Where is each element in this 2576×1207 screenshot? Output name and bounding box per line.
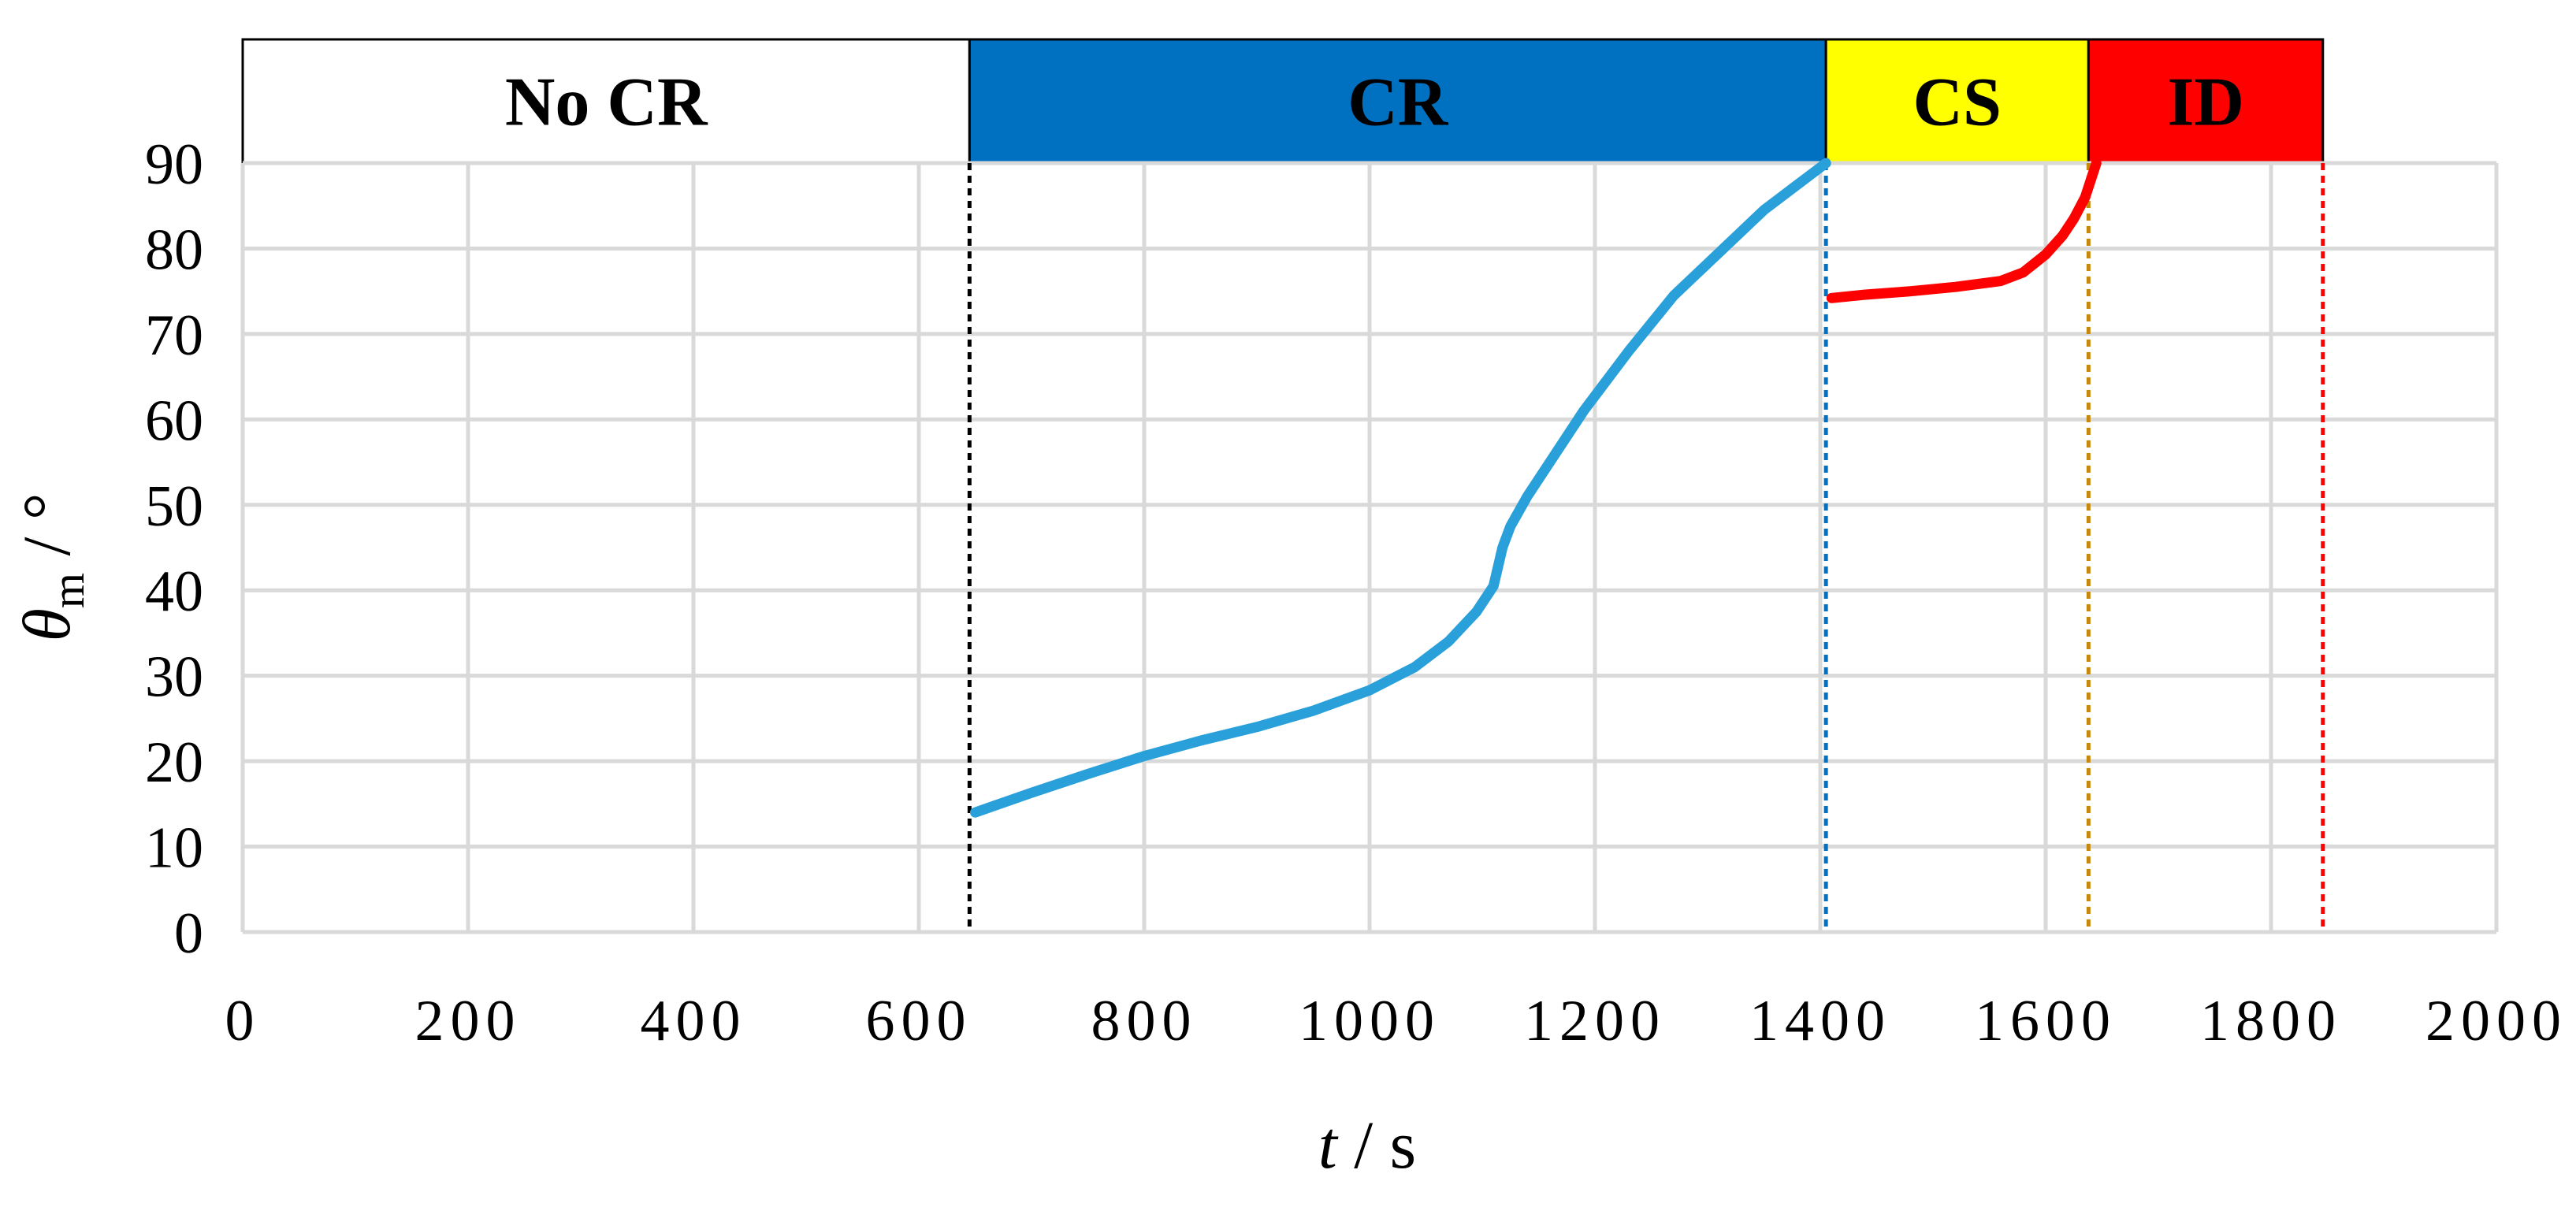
phase-region-id — [2087, 38, 2325, 165]
y-axis-unit: / ° — [9, 493, 84, 573]
phase-boundaries — [967, 163, 2325, 932]
x-tick-label: 1800 — [2200, 989, 2342, 1053]
series-line-2 — [1826, 158, 2102, 303]
series-line-1 — [970, 158, 1831, 818]
x-tick-label: 1000 — [1299, 989, 1440, 1053]
y-tick-label: 20 — [145, 730, 203, 795]
x-axis-unit: / s — [1337, 1107, 1416, 1183]
phase-bar: No CR CR CS ID — [241, 38, 2325, 165]
x-tick-label: 1200 — [1524, 989, 1666, 1053]
y-tick-label: 0 — [174, 901, 203, 966]
phase-region-cs — [1824, 38, 2090, 165]
x-tick-label: 400 — [641, 989, 747, 1053]
grid — [240, 161, 2499, 934]
y-axis-symbol: θ — [9, 608, 84, 641]
phase-label: CS — [1912, 65, 2002, 141]
y-tick-label: 80 — [145, 217, 203, 282]
x-tick-label: 1600 — [1975, 989, 2117, 1053]
phase-label: CR — [1347, 65, 1449, 141]
y-tick-label: 40 — [145, 559, 203, 624]
x-tick-label: 800 — [1091, 989, 1198, 1053]
x-tick-label: 0 — [225, 989, 261, 1053]
y-axis-label: θm / ° — [9, 493, 94, 642]
tick-labels: 0 200 400 600 800 1000 1200 1400 1600 1800 2000 0 10… — [145, 132, 2567, 1053]
x-axis-label: t / s — [1318, 1107, 1416, 1183]
y-axis-subscript: m — [43, 573, 94, 608]
x-tick-label: 1400 — [1749, 989, 1891, 1053]
x-tick-label: 2000 — [2425, 989, 2567, 1053]
y-tick-label: 30 — [145, 645, 203, 710]
phase-region-no-cr — [241, 38, 971, 165]
phase-label: ID — [2167, 65, 2244, 141]
x-tick-label: 600 — [866, 989, 972, 1053]
data-series — [970, 158, 2102, 818]
y-tick-label: 10 — [145, 816, 203, 881]
phase-region-cr — [968, 38, 1827, 165]
x-axis-symbol: t — [1318, 1107, 1339, 1183]
y-tick-label: 70 — [145, 303, 203, 368]
y-tick-label: 90 — [145, 132, 203, 197]
y-tick-label: 60 — [145, 388, 203, 453]
x-tick-label: 200 — [415, 989, 522, 1053]
y-tick-label: 50 — [145, 474, 203, 539]
axis-titles: t / s θm / ° — [9, 493, 1416, 1183]
phase-label: No CR — [505, 65, 708, 141]
